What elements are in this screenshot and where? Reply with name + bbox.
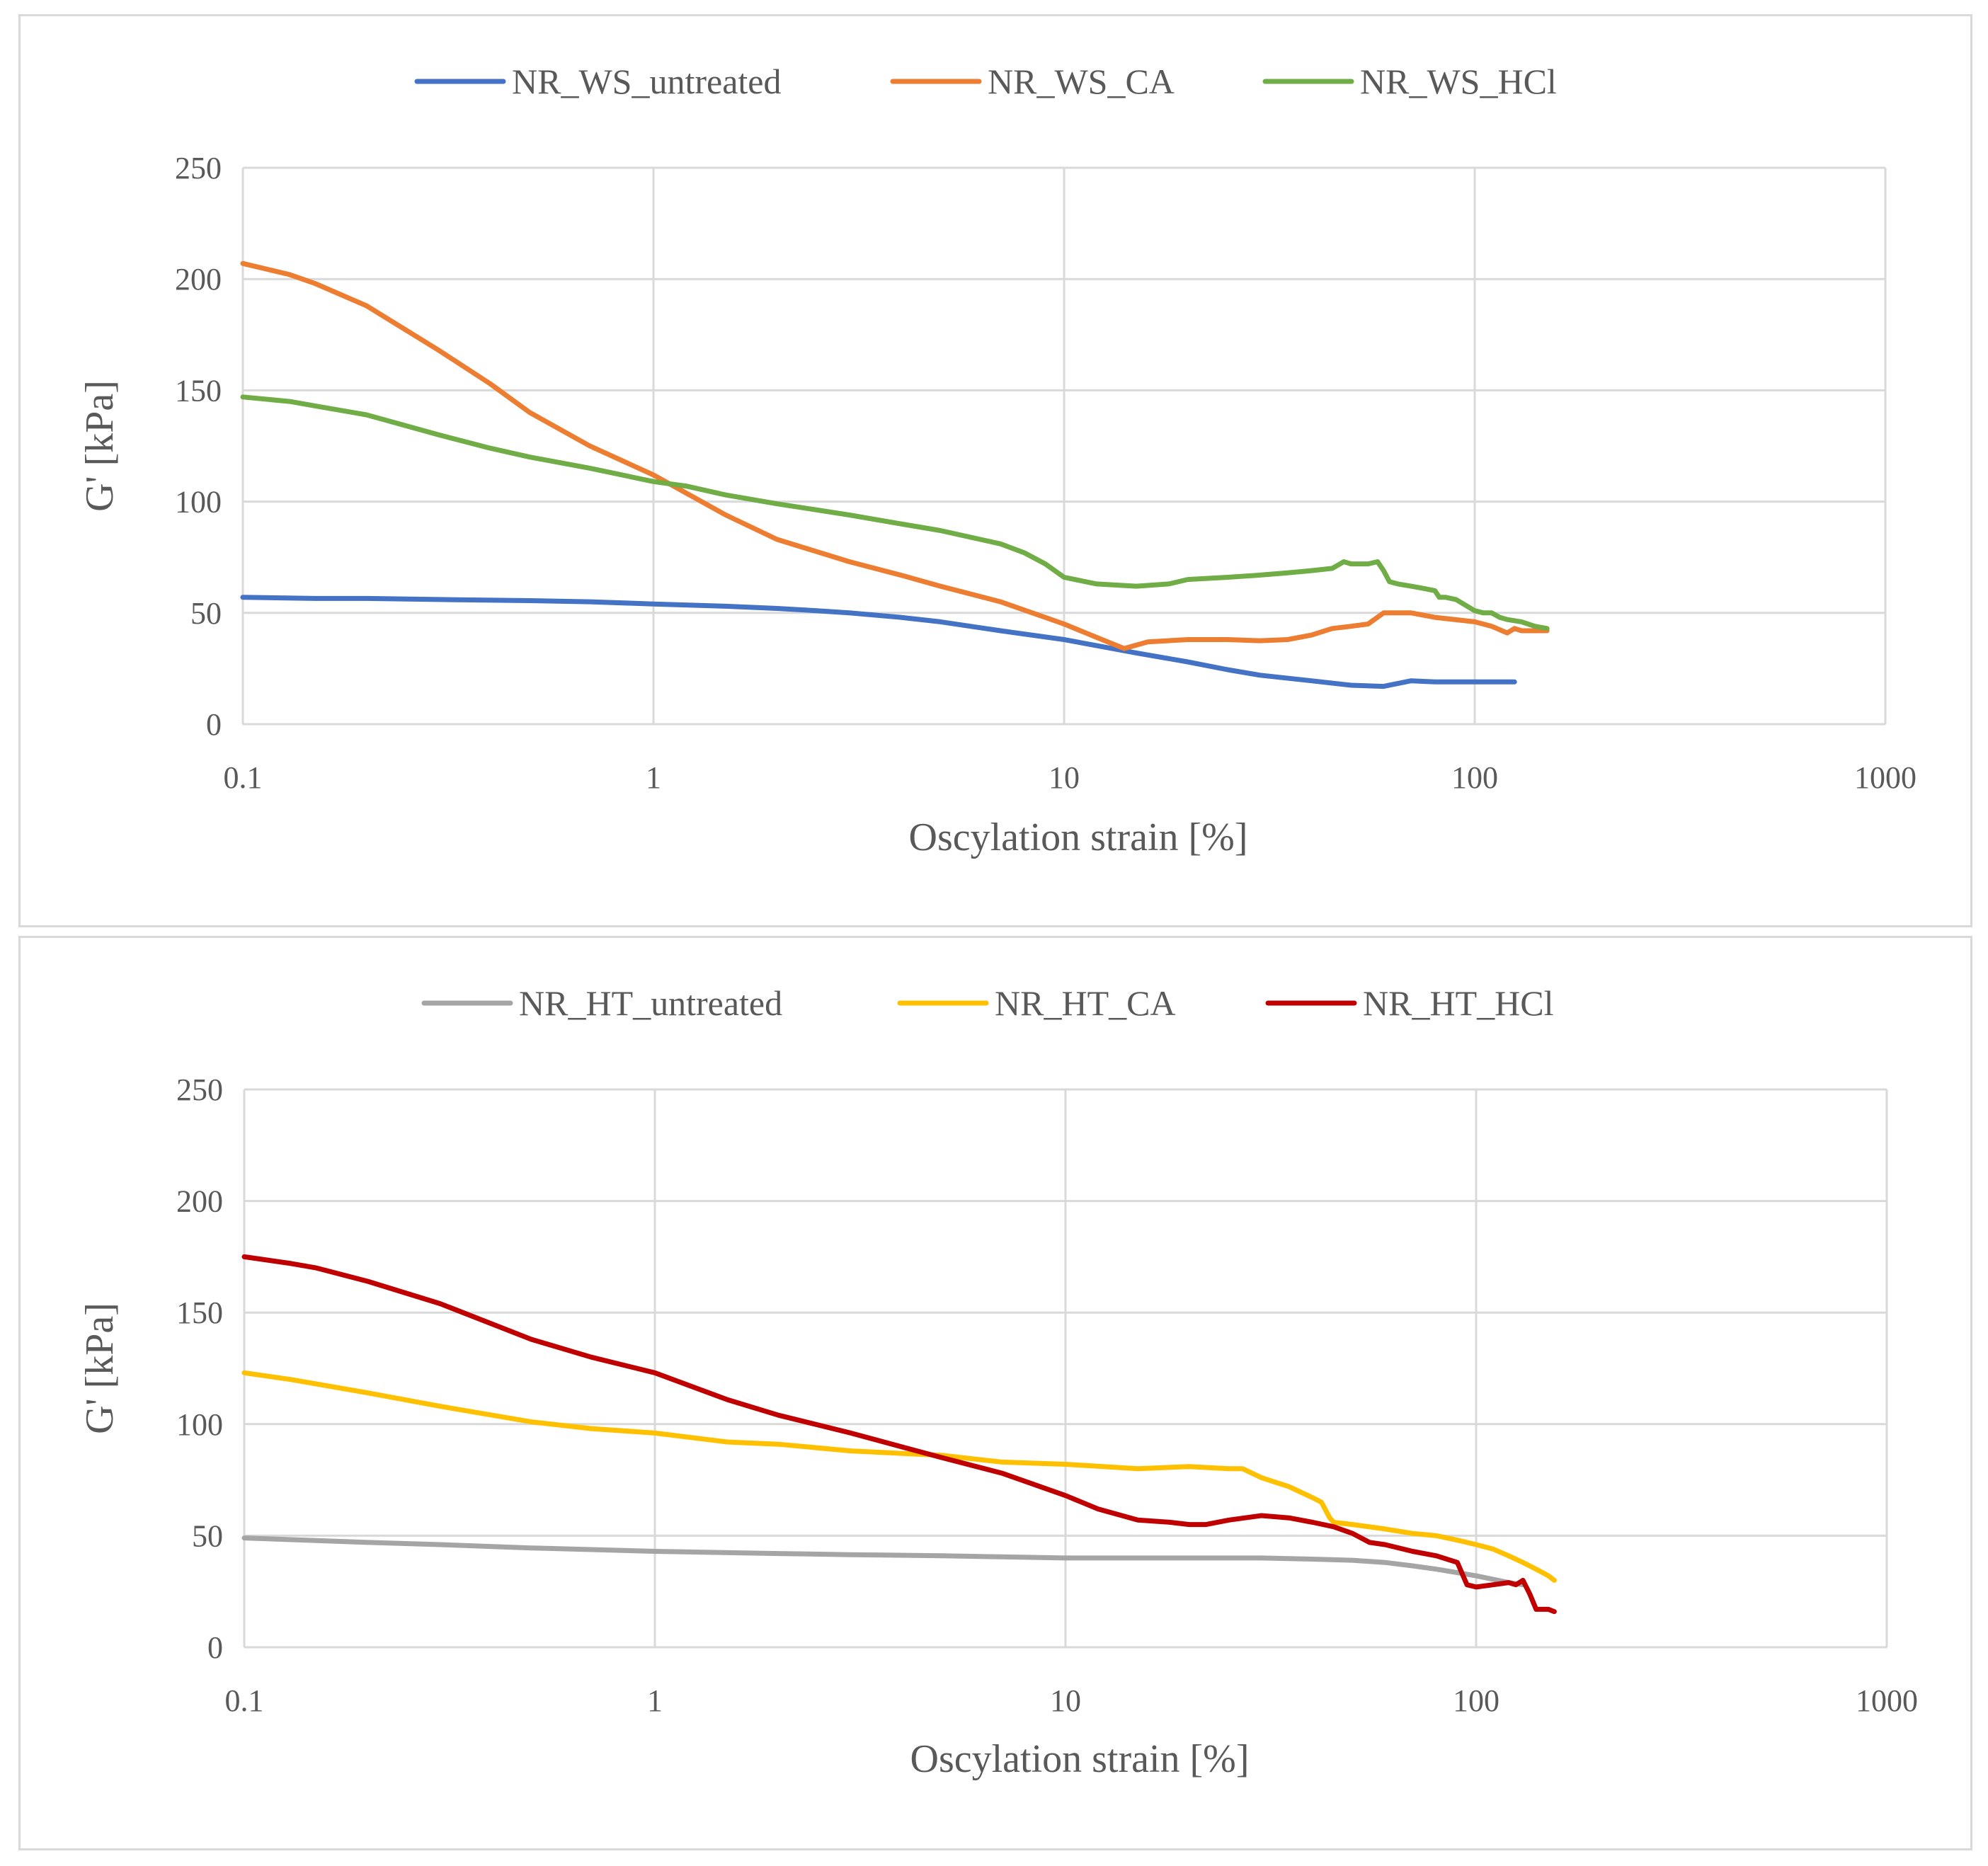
chart-top: 0 50 100 150 200 250 0.1 1 10 100 1000 Oscylation s… [78,62,1916,859]
legend: NR_WS_untreated NR_WS_CA NR_WS_HCl [414,62,1557,101]
y-tick-label: 200 [176,1184,223,1219]
y-tick-label: 250 [176,1072,223,1107]
legend-label: NR_HT_HCl [1363,983,1553,1023]
x-tick-label: 10 [1049,760,1080,795]
x-tick-label: 1000 [1854,760,1916,795]
x-axis-title: Oscylation strain [%] [910,1737,1250,1781]
chart-panel-top: 0 50 100 150 200 250 0.1 1 10 100 1000 Oscylation s… [18,14,1972,927]
legend: NR_HT_untreated NR_HT_CA NR_HT_HCl [421,983,1553,1023]
chart-panel-bottom: 0 50 100 150 200 250 0.1 1 10 100 1000 Oscylation s… [18,936,1972,1850]
gridlines [241,166,1887,726]
x-tick-label: 1000 [1856,1683,1918,1718]
y-tick-label: 0 [206,707,222,742]
x-axis-title: Oscylation strain [%] [909,815,1248,859]
y-axis-title: G' [kPa] [78,380,122,512]
series-line-nr-ws-untreated [240,595,1517,689]
series-line-nr-ws-hcl [240,394,1550,631]
x-tick-label: 10 [1050,1683,1081,1718]
y-tick-label: 100 [175,485,222,520]
legend-label: NR_WS_CA [988,62,1175,101]
legend-label: NR_HT_untreated [519,983,782,1023]
legend-label: NR_WS_untreated [512,62,781,101]
y-tick-label: 100 [176,1407,223,1442]
y-axis-title: G' [kPa] [78,1303,122,1434]
x-tick-label: 0.1 [224,760,263,795]
x-tick-label: 0.1 [225,1683,264,1718]
x-tick-label: 100 [1453,1683,1499,1718]
y-tick-label: 150 [175,373,222,408]
y-tick-label: 50 [192,1518,223,1553]
x-tick-label: 1 [647,1683,663,1718]
chart-bottom: 0 50 100 150 200 250 0.1 1 10 100 1000 Oscylation s… [78,983,1918,1781]
series-line-nr-ht-hcl [241,1254,1557,1615]
y-tick-label: 0 [207,1630,223,1665]
gridlines [243,1088,1888,1649]
legend-label: NR_WS_HCl [1360,62,1557,101]
series-line-nr-ht-untreated [241,1535,1526,1588]
y-tick-label: 200 [175,262,222,297]
x-tick-label: 1 [646,760,661,795]
y-tick-label: 250 [175,151,222,185]
series-line-nr-ws-ca [240,261,1550,651]
y-tick-label: 50 [190,596,222,631]
x-tick-label: 100 [1451,760,1498,795]
series-line-nr-ht-ca [241,1370,1557,1583]
y-tick-label: 150 [176,1295,223,1330]
legend-label: NR_HT_CA [995,983,1176,1023]
